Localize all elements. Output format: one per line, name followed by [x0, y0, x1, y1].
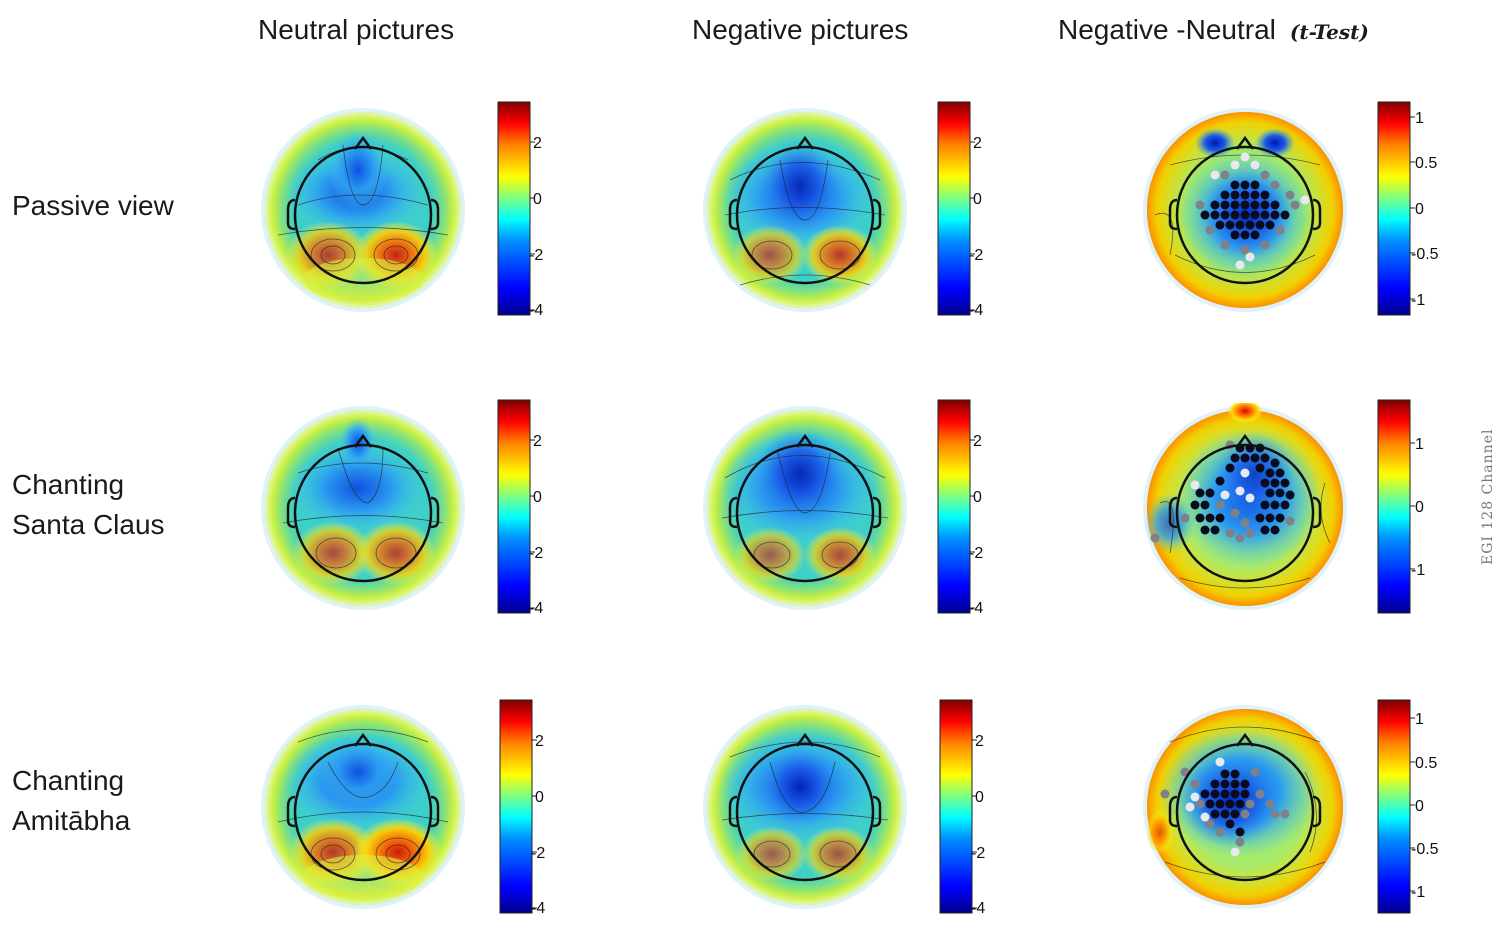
row-label-santa-line2: Santa Claus: [12, 509, 165, 540]
column-title-neutral: Neutral pictures: [258, 14, 455, 45]
colorbar-tick: -1: [1411, 884, 1425, 901]
colorbar-tick: 2: [533, 135, 542, 152]
colorbar-tick: 2: [533, 433, 542, 450]
colorbar-passive-negative: 2 0 -2 -4: [937, 101, 983, 319]
colorbar-tick: 1: [1415, 110, 1424, 127]
colorbar-passive-difference: 1 0.5 0 -0.5 -1: [1377, 101, 1439, 316]
row-label-amitabha-line2: Amitābha: [12, 805, 131, 836]
colorbar-tick: -2: [971, 845, 985, 862]
colorbar-santa-difference: 1 0 -1: [1377, 399, 1425, 614]
colorbar-tick: 2: [535, 733, 544, 750]
colorbar-tick: 0: [973, 489, 982, 506]
difference-title-text: Negative -Neutral: [1058, 14, 1276, 45]
colorbar-tick: -2: [529, 545, 543, 562]
colorbar-amitabha-difference: 1 0.5 0 -0.5 -1: [1377, 699, 1439, 914]
colorbar-tick: 0: [1415, 201, 1424, 218]
colorbar-tick: -4: [969, 600, 983, 617]
colorbar-tick: 0: [1415, 499, 1424, 516]
colorbar-tick: 0: [975, 789, 984, 806]
topomap-passive-neutral: [261, 108, 465, 312]
colorbar-tick: 0.5: [1415, 155, 1437, 172]
colorbar-tick: 2: [973, 433, 982, 450]
significant-electrodes: [1160, 757, 1290, 857]
colorbar-tick: 2: [973, 135, 982, 152]
topomap-passive-difference: [1143, 108, 1347, 312]
colorbar-tick: 0: [533, 489, 542, 506]
colorbar-amitabha-neutral: 2 0 -2 -4: [499, 699, 545, 917]
colorbar-tick: 0: [1415, 798, 1424, 815]
colorbar-tick: -4: [531, 900, 545, 917]
colorbar-tick: 0: [535, 789, 544, 806]
colorbar-tick: 1: [1415, 711, 1424, 728]
topomap-amitabha-difference: [1143, 705, 1347, 909]
colorbar-tick: -1: [1411, 292, 1425, 309]
colorbar-tick: -4: [969, 302, 983, 319]
colorbar-santa-neutral: 2 0 -2 -4: [497, 399, 543, 617]
topomap-santa-negative: [703, 406, 907, 610]
colorbar-tick: -4: [529, 600, 543, 617]
ttest-note: (t-Test): [1289, 20, 1369, 44]
topomap-santa-difference: [1143, 403, 1347, 610]
colorbar-tick: 1: [1415, 436, 1424, 453]
row-label-amitabha-line1: Chanting: [12, 765, 125, 796]
colorbar-tick: -0.5: [1411, 841, 1439, 858]
colorbar-tick: -2: [531, 845, 545, 862]
colorbar-santa-negative: 2 0 -2 -4: [937, 399, 983, 617]
colorbar-tick: -4: [529, 302, 543, 319]
colorbar-tick: -2: [529, 247, 543, 264]
colorbar-tick: 0.5: [1415, 755, 1437, 772]
topomap-santa-neutral: [261, 406, 465, 610]
topomap-amitabha-negative: [703, 705, 907, 909]
colorbar-tick: 2: [975, 733, 984, 750]
row-label-santa-line1: Chanting: [12, 469, 125, 500]
colorbar-amitabha-negative: 2 0 -2 -4: [939, 699, 985, 917]
significant-electrodes: [1195, 152, 1310, 270]
topomap-amitabha-neutral: [261, 705, 465, 909]
colorbar-passive-neutral: 2 0 -2 -4: [497, 101, 543, 319]
row-label-chanting-amitabha: Chanting Amitābha: [12, 761, 130, 841]
colorbar-tick: -4: [971, 900, 985, 917]
colorbar-tick: 0: [533, 191, 542, 208]
colorbar-tick: -2: [969, 247, 983, 264]
column-title-difference: Negative -Neutral (t-Test): [1058, 14, 1369, 46]
row-label-chanting-santa: Chanting Santa Claus: [12, 465, 165, 545]
colorbar-tick: -0.5: [1411, 246, 1439, 263]
column-title-negative: Negative pictures: [692, 14, 909, 45]
colorbar-tick: -2: [969, 545, 983, 562]
colorbar-tick: -1: [1411, 562, 1425, 579]
topomap-passive-negative: [703, 108, 907, 312]
channel-montage-label: EGI 128 Channel: [1480, 428, 1496, 565]
colorbar-tick: 0: [973, 191, 982, 208]
row-label-passive-view: Passive view: [12, 190, 174, 221]
